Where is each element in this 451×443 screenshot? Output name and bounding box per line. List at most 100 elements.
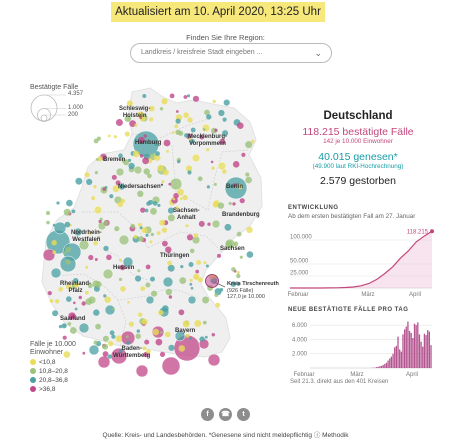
county-bubble[interactable] bbox=[245, 176, 252, 184]
county-bubble[interactable] bbox=[62, 251, 67, 255]
county-bubble[interactable] bbox=[85, 298, 93, 305]
county-bubble[interactable] bbox=[191, 153, 201, 163]
county-bubble[interactable] bbox=[217, 253, 221, 258]
county-bubble[interactable] bbox=[124, 115, 132, 122]
county-bubble[interactable] bbox=[149, 240, 153, 244]
county-bubble[interactable] bbox=[152, 328, 160, 336]
county-bubble[interactable] bbox=[67, 322, 72, 326]
county-bubble[interactable] bbox=[104, 304, 116, 316]
county-bubble[interactable] bbox=[49, 299, 54, 303]
chevron-down-icon[interactable]: ⌄ bbox=[314, 48, 322, 58]
county-bubble[interactable] bbox=[201, 123, 211, 133]
county-bubble[interactable] bbox=[222, 130, 229, 137]
county-bubble[interactable] bbox=[178, 345, 186, 352]
facebook-icon[interactable]: f bbox=[201, 408, 214, 421]
county-bubble[interactable] bbox=[197, 277, 203, 283]
county-bubble[interactable] bbox=[153, 154, 161, 161]
county-bubble[interactable] bbox=[206, 114, 212, 120]
county-bubble[interactable] bbox=[198, 220, 205, 227]
county-bubble[interactable] bbox=[103, 245, 109, 252]
county-bubble[interactable] bbox=[93, 185, 97, 189]
county-bubble[interactable] bbox=[161, 356, 181, 376]
county-bubble[interactable] bbox=[161, 98, 168, 105]
county-bubble[interactable] bbox=[175, 118, 181, 124]
county-bubble[interactable] bbox=[64, 246, 71, 253]
county-bubble[interactable] bbox=[161, 180, 165, 184]
county-bubble[interactable] bbox=[237, 184, 243, 190]
county-bubble[interactable] bbox=[189, 248, 195, 254]
county-bubble[interactable] bbox=[107, 134, 111, 138]
county-bubble[interactable] bbox=[118, 349, 123, 353]
county-bubble[interactable] bbox=[137, 269, 141, 273]
county-bubble[interactable] bbox=[128, 321, 134, 327]
county-bubble[interactable] bbox=[139, 154, 144, 158]
county-bubble[interactable] bbox=[190, 127, 196, 133]
county-bubble[interactable] bbox=[169, 177, 183, 191]
county-bubble[interactable] bbox=[246, 226, 253, 233]
county-bubble[interactable] bbox=[95, 281, 102, 288]
county-bubble[interactable] bbox=[115, 335, 123, 343]
county-bubble[interactable] bbox=[58, 286, 64, 292]
county-bubble[interactable] bbox=[186, 94, 191, 98]
county-bubble[interactable] bbox=[74, 307, 78, 311]
county-bubble[interactable] bbox=[160, 331, 163, 334]
county-bubble[interactable] bbox=[88, 231, 92, 235]
county-bubble[interactable] bbox=[78, 239, 90, 251]
county-bubble[interactable] bbox=[165, 246, 172, 253]
county-bubble[interactable] bbox=[142, 346, 147, 351]
county-bubble[interactable] bbox=[93, 309, 100, 316]
county-bubble[interactable] bbox=[188, 337, 192, 340]
county-bubble[interactable] bbox=[190, 286, 194, 290]
county-bubble[interactable] bbox=[203, 261, 207, 265]
county-bubble[interactable] bbox=[111, 174, 117, 180]
county-bubble[interactable] bbox=[202, 128, 206, 131]
county-bubble[interactable] bbox=[199, 134, 205, 140]
county-bubble[interactable] bbox=[202, 296, 210, 304]
county-bubble[interactable] bbox=[119, 258, 122, 262]
county-bubble[interactable] bbox=[97, 156, 103, 162]
county-bubble[interactable] bbox=[137, 222, 143, 227]
county-bubble[interactable] bbox=[93, 205, 103, 215]
county-bubble[interactable] bbox=[222, 169, 227, 174]
county-bubble[interactable] bbox=[183, 95, 188, 99]
county-bubble[interactable] bbox=[56, 201, 60, 205]
county-bubble[interactable] bbox=[70, 313, 76, 320]
county-bubble[interactable] bbox=[231, 267, 236, 272]
county-bubble[interactable] bbox=[155, 338, 163, 346]
whatsapp-icon[interactable]: ☎ bbox=[219, 408, 232, 421]
county-bubble[interactable] bbox=[188, 262, 194, 267]
county-bubble[interactable] bbox=[96, 136, 101, 141]
county-bubble[interactable] bbox=[52, 310, 59, 317]
county-bubble[interactable] bbox=[157, 164, 164, 172]
county-bubble[interactable] bbox=[71, 209, 76, 214]
county-bubble[interactable] bbox=[223, 99, 230, 106]
county-bubble[interactable] bbox=[239, 255, 243, 259]
county-bubble[interactable] bbox=[84, 172, 90, 178]
county-bubble[interactable] bbox=[87, 283, 93, 289]
county-bubble[interactable] bbox=[65, 284, 72, 290]
county-bubble[interactable] bbox=[232, 202, 236, 206]
county-bubble[interactable] bbox=[118, 183, 125, 190]
county-bubble[interactable] bbox=[224, 223, 232, 231]
county-bubble[interactable] bbox=[126, 340, 131, 345]
county-bubble[interactable] bbox=[102, 268, 114, 280]
county-bubble[interactable] bbox=[148, 105, 155, 112]
county-bubble[interactable] bbox=[197, 176, 203, 182]
county-bubble[interactable] bbox=[185, 224, 189, 228]
county-bubble[interactable] bbox=[135, 333, 141, 339]
county-bubble[interactable] bbox=[195, 269, 199, 274]
county-bubble[interactable] bbox=[88, 254, 94, 261]
county-bubble[interactable] bbox=[122, 256, 134, 268]
county-bubble[interactable] bbox=[179, 197, 183, 201]
county-bubble[interactable] bbox=[214, 128, 218, 132]
county-bubble[interactable] bbox=[159, 107, 164, 111]
county-bubble[interactable] bbox=[182, 320, 190, 328]
county-bubble[interactable] bbox=[133, 234, 138, 239]
county-bubble[interactable] bbox=[151, 290, 158, 297]
county-bubble[interactable] bbox=[144, 208, 149, 213]
county-bubble[interactable] bbox=[94, 258, 98, 261]
county-bubble[interactable] bbox=[241, 152, 246, 157]
county-bubble[interactable] bbox=[84, 290, 89, 295]
county-bubble[interactable] bbox=[118, 234, 130, 246]
county-bubble[interactable] bbox=[103, 220, 109, 226]
